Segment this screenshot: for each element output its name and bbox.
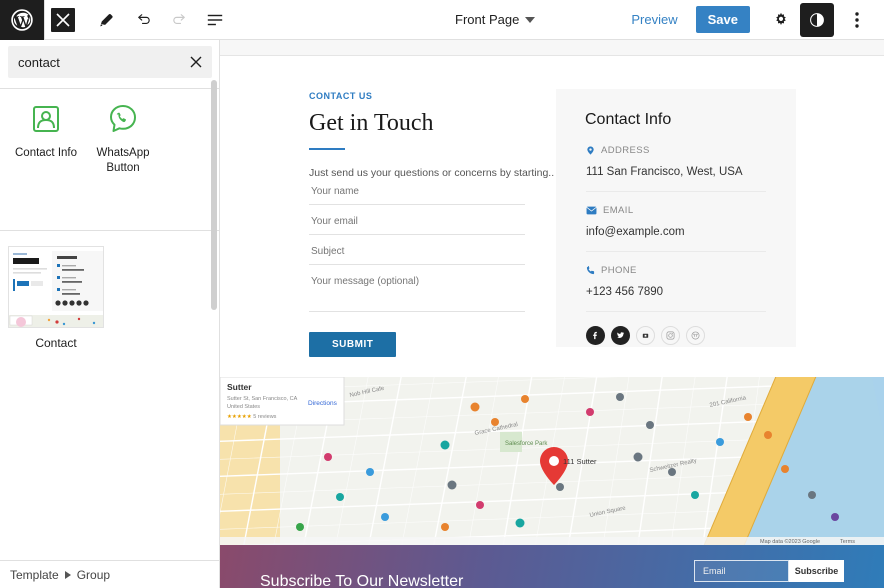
- svg-text:Map data ©2023 Google: Map data ©2023 Google: [760, 538, 820, 545]
- svg-text:Salesforce Park: Salesforce Park: [505, 441, 548, 447]
- svg-text:★★★★★ 5 reviews: ★★★★★ 5 reviews: [227, 413, 277, 420]
- svg-text:Directions: Directions: [308, 400, 338, 407]
- svg-text:111 Sutter: 111 Sutter: [563, 457, 597, 466]
- svg-text:Sutter: Sutter: [227, 382, 252, 392]
- svg-text:Sutter St, San Francisco, CA: Sutter St, San Francisco, CA: [227, 396, 298, 402]
- svg-text:United States: United States: [227, 404, 260, 410]
